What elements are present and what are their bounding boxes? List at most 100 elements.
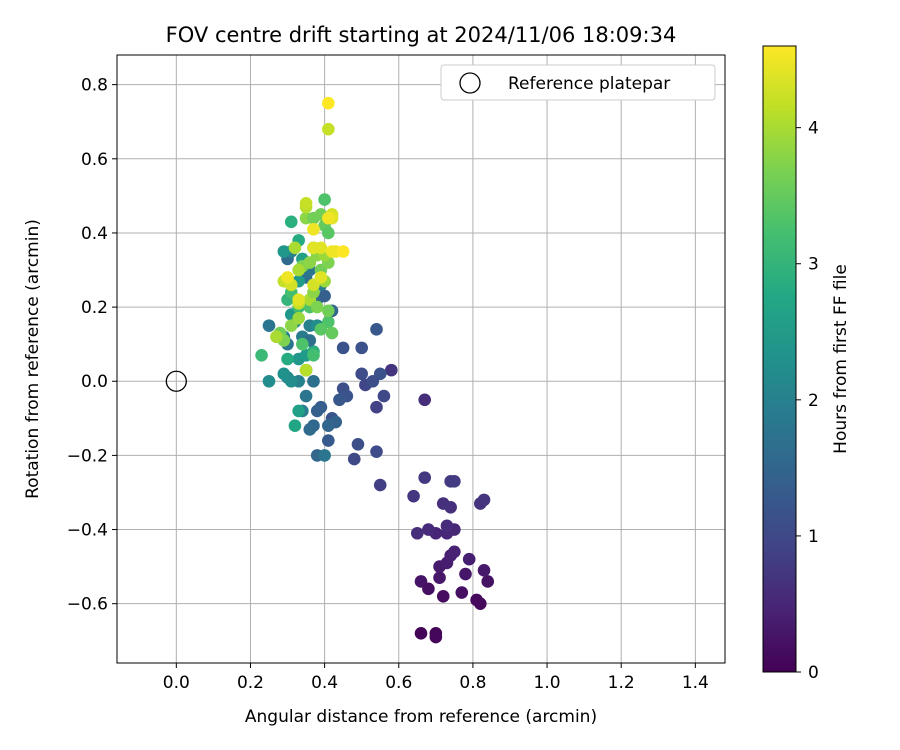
data-point [318,289,331,303]
colorbar-tick-label: 0 [808,663,819,683]
data-point [322,96,335,110]
data-point [477,564,491,577]
data-point [481,575,495,588]
y-tick-label: 0.6 [81,150,108,170]
data-point [347,452,361,466]
plot-frame [116,54,726,664]
data-point [336,341,350,355]
data-point [262,319,276,332]
y-tick-label: −0.4 [67,521,108,541]
data-point [448,475,461,488]
data-point [322,226,335,240]
data-point [373,367,387,381]
data-point [410,526,424,540]
y-tick-label: 0.4 [81,224,108,244]
data-point [303,423,317,436]
legend-reference-marker [459,72,481,94]
y-tick-label: −0.2 [67,446,108,466]
y-tick-label: 0.0 [81,372,108,392]
data-point [418,393,432,407]
data-point [322,304,335,318]
data-point [462,552,476,566]
legend-label-reference: Reference platepar [508,74,670,94]
data-point [262,374,276,388]
data-point [322,419,335,433]
data-point [281,352,294,366]
data-point [444,500,457,514]
data-point [307,374,320,388]
data-point [436,589,450,603]
data-point [322,122,335,136]
chart-title: FOV centre drift starting at 2024/11/06 … [166,23,677,47]
data-point [433,571,446,585]
data-point [370,445,383,458]
colorbar-tick-label: 4 [808,119,819,139]
data-point [414,575,428,588]
data-point [310,300,324,314]
x-tick-label: 0.8 [459,673,486,693]
data-point [459,567,472,581]
data-point [470,593,483,607]
data-point [455,586,469,599]
grid-lines [117,55,725,663]
data-point [307,222,320,236]
data-point [288,241,302,255]
data-point [292,404,305,418]
colorbar-ticks: 0 1 2 3 4 [796,119,819,683]
x-tick-label: 0.6 [385,673,412,693]
data-point [318,193,331,206]
data-point [277,245,291,258]
data-point [281,271,294,284]
data-point [314,241,328,255]
x-tick-label: 1.4 [682,673,709,693]
data-point [307,348,320,362]
y-tick-label: 0.2 [81,298,108,318]
data-point [296,337,309,351]
data-point [314,271,328,284]
data-point [325,326,339,340]
legend-box [440,64,716,101]
reference-marker-group [165,370,187,392]
data-point [355,367,368,381]
data-point [385,363,398,377]
data-point [284,215,298,229]
y-axis-ticks: −0.6 −0.4 −0.2 0.0 0.2 0.4 0.6 0.8 [67,76,117,615]
data-point [333,393,346,407]
data-point [288,419,302,433]
data-point [377,389,391,403]
data-point [299,389,313,403]
data-point [299,196,313,210]
data-point [322,211,335,225]
x-axis-label: Angular distance from reference (arcmin) [245,707,597,727]
legend: Reference platepar [440,64,716,101]
data-point [270,330,283,344]
data-point [407,489,420,503]
x-tick-label: 0.2 [237,673,264,693]
data-point [336,245,350,258]
data-point [448,545,461,559]
data-point [255,348,268,362]
reference-platepar-marker [165,370,187,392]
data-point [292,263,305,277]
data-point [355,341,368,355]
data-point [299,363,313,377]
x-tick-label: 0.0 [163,673,190,693]
data-point [310,404,324,418]
data-point [314,323,328,336]
data-point [277,367,291,381]
data-point [318,449,331,462]
data-point [292,311,305,325]
x-tick-label: 0.4 [311,673,338,693]
colorbar [762,45,797,673]
data-point [440,519,454,533]
data-points [255,96,495,644]
data-point [414,627,428,640]
y-axis-label: Rotation from reference (arcmin) [23,219,43,499]
data-point [422,523,435,536]
colorbar-tick-label: 2 [808,391,819,411]
data-point [292,293,305,306]
data-point [370,323,383,336]
data-point [322,434,335,447]
x-tick-label: 1.2 [608,673,635,693]
